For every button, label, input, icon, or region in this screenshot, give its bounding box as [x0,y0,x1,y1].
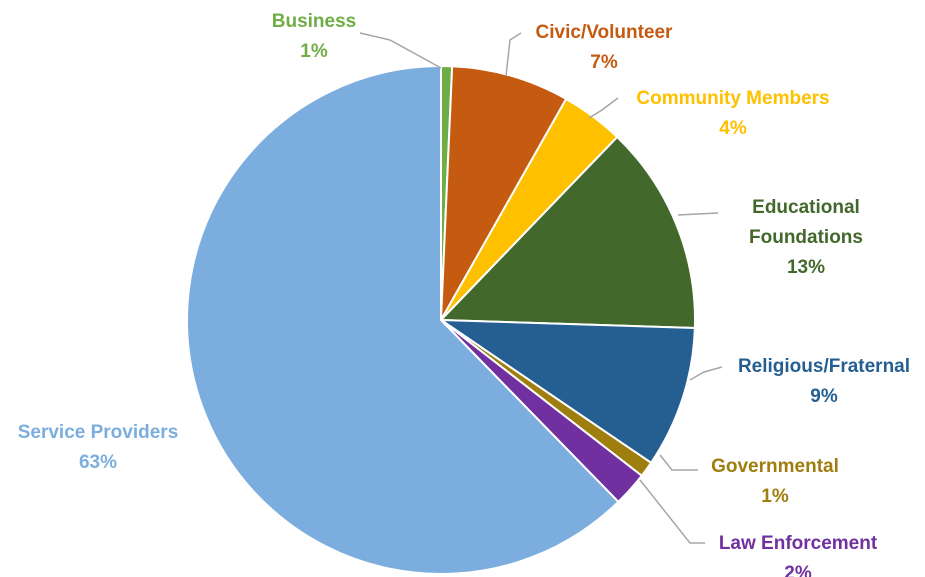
leader-line [689,366,723,381]
slice-category: Business [272,11,356,32]
slice-category: Governmental [711,456,839,477]
slice-label: Governmental 1% [711,456,839,507]
leader-line [659,454,698,471]
leader-line [639,479,705,544]
slice-label: Business 1% [272,11,356,62]
slice-label: Law Enforcement 2% [719,533,878,577]
slice-category: Religious/Fraternal [738,356,910,377]
leader-lines [359,32,723,544]
slice-percent: 13% [787,257,825,278]
slice-percent: 7% [590,52,618,73]
slice-label: Community Members 4% [636,88,829,139]
slice-percent: 63% [79,452,117,473]
pie-slices [186,64,696,575]
slice-label: Service Providers 63% [18,422,179,473]
slice-label: Civic/Volunteer 7% [536,22,674,73]
slice-percent: 2% [784,563,812,577]
leader-line [359,32,442,69]
leader-line [588,97,619,119]
slice-category: Community Members [636,88,829,109]
leader-line [677,212,719,216]
slice-category: Educational [752,197,860,218]
slice-category: Law Enforcement [719,533,878,554]
leader-line [505,32,522,77]
slice-label: Religious/Fraternal 9% [738,356,910,407]
slice-category: Service Providers [18,422,179,443]
pie-slice [438,135,696,330]
slice-label: Educational Foundations 13% [749,197,863,278]
pie-slice [437,318,696,465]
slice-labels: Business 1% Civic/Volunteer 7% Community Mem… [18,11,910,577]
pie-slice [186,64,620,575]
slice-category: Foundations [749,227,863,248]
slice-percent: 1% [761,486,789,507]
slice-percent: 1% [300,41,328,62]
slice-percent: 9% [810,386,838,407]
slice-percent: 4% [719,118,747,139]
pie-slice [440,65,568,321]
slice-category: Civic/Volunteer [536,22,674,43]
